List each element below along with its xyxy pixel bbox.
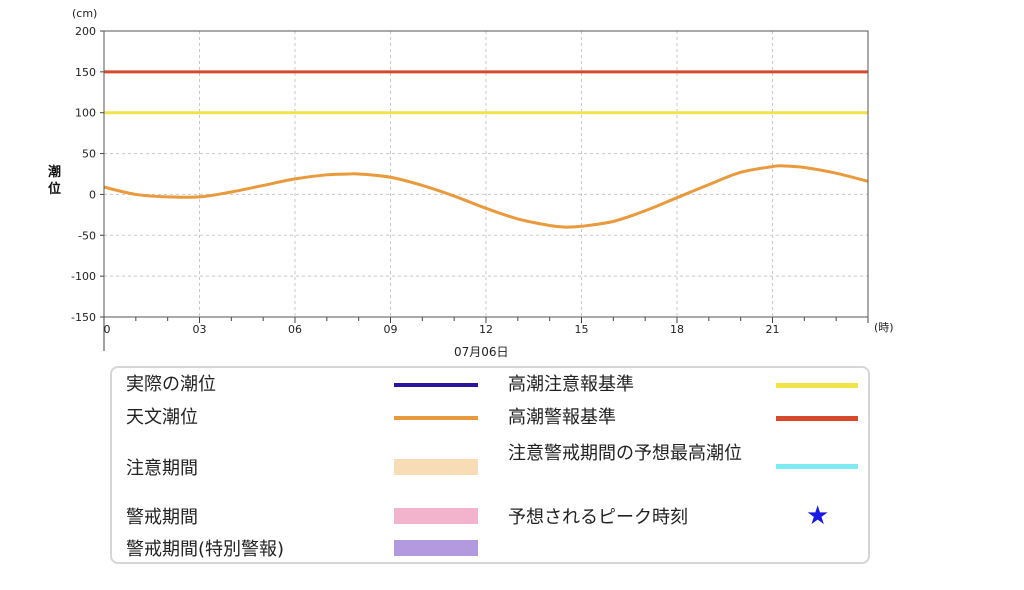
x-unit-label: (時) (874, 321, 894, 334)
y-axis-label-char: 潮 (48, 164, 61, 180)
legend-label-peak-time: 予想されるピーク時刻 (508, 507, 688, 528)
legend-swatch-special-warning-period (394, 540, 478, 556)
x-tick-label: 18 (670, 323, 684, 336)
legend-swatch-caution-period (394, 459, 478, 475)
legend-label-special-warning-period: 警戒期間(特別警報) (126, 539, 285, 560)
legend-label-warning-period: 警戒期間 (126, 507, 198, 528)
plot-frame (103, 30, 869, 318)
legend-swatch-storm-surge-advisory-level (776, 383, 858, 388)
y-tick-label: 150 (75, 66, 96, 79)
star-icon: ★ (806, 501, 830, 531)
x-tick-label: 15 (575, 323, 589, 336)
x-tick-label: 12 (479, 323, 493, 336)
legend-label-astronomical-tide: 天文潮位 (126, 407, 198, 428)
x-tick-label: 0 (104, 323, 111, 336)
legend-swatch-actual-tide (394, 383, 478, 387)
legend-label-caution-period: 注意期間 (126, 458, 198, 479)
y-tick-label: -50 (78, 229, 96, 242)
series-layer (103, 164, 869, 229)
y-tick-label: 50 (82, 148, 96, 161)
x-tick-label: 06 (288, 323, 302, 336)
y-tick-label: 200 (75, 25, 96, 38)
y-axis-label-char: 位 (48, 181, 61, 197)
x-tick-label: 09 (384, 323, 398, 336)
y-tick-label: 100 (75, 107, 96, 120)
legend-swatch-warning-period (394, 508, 478, 524)
x-tick-label: 03 (193, 323, 207, 336)
legend-label-actual-tide: 実際の潮位 (126, 374, 216, 395)
tide-chart: 200 150 100 50 0 -50 -100 -150 0 03 06 09 12 15 18 21 (… (48, 7, 894, 359)
y-tick-label: -100 (71, 270, 96, 283)
legend-label-storm-surge-advisory-level: 高潮注意報基準 (508, 374, 634, 395)
legend: 実際の潮位 天文潮位 注意期間 警戒期間 警戒期間(特別警報) 高潮注意報基準 … (110, 366, 870, 564)
grid (104, 30, 868, 318)
axes: 200 150 100 50 0 -50 -100 -150 0 03 06 09 12 15 18 21 (71, 25, 869, 351)
y-unit-label: (cm) (72, 7, 97, 20)
legend-label-storm-surge-warning-level: 高潮警報基準 (508, 407, 616, 428)
y-tick-label: -150 (71, 311, 96, 324)
y-tick-label: 0 (89, 188, 96, 201)
legend-swatch-predicted-max-tide (776, 464, 858, 469)
x-tick-label: 21 (766, 323, 780, 336)
reference-lines (104, 70, 868, 115)
legend-swatch-storm-surge-warning-level (776, 416, 858, 421)
series-line-astronomical-tide (103, 164, 869, 229)
date-label: 07月06日 (454, 345, 509, 359)
legend-swatch-astronomical-tide (394, 416, 478, 420)
legend-label-predicted-max-tide: 注意警戒期間の予想最高潮位 (508, 443, 742, 464)
y-axis-label: 潮位 (48, 164, 61, 197)
